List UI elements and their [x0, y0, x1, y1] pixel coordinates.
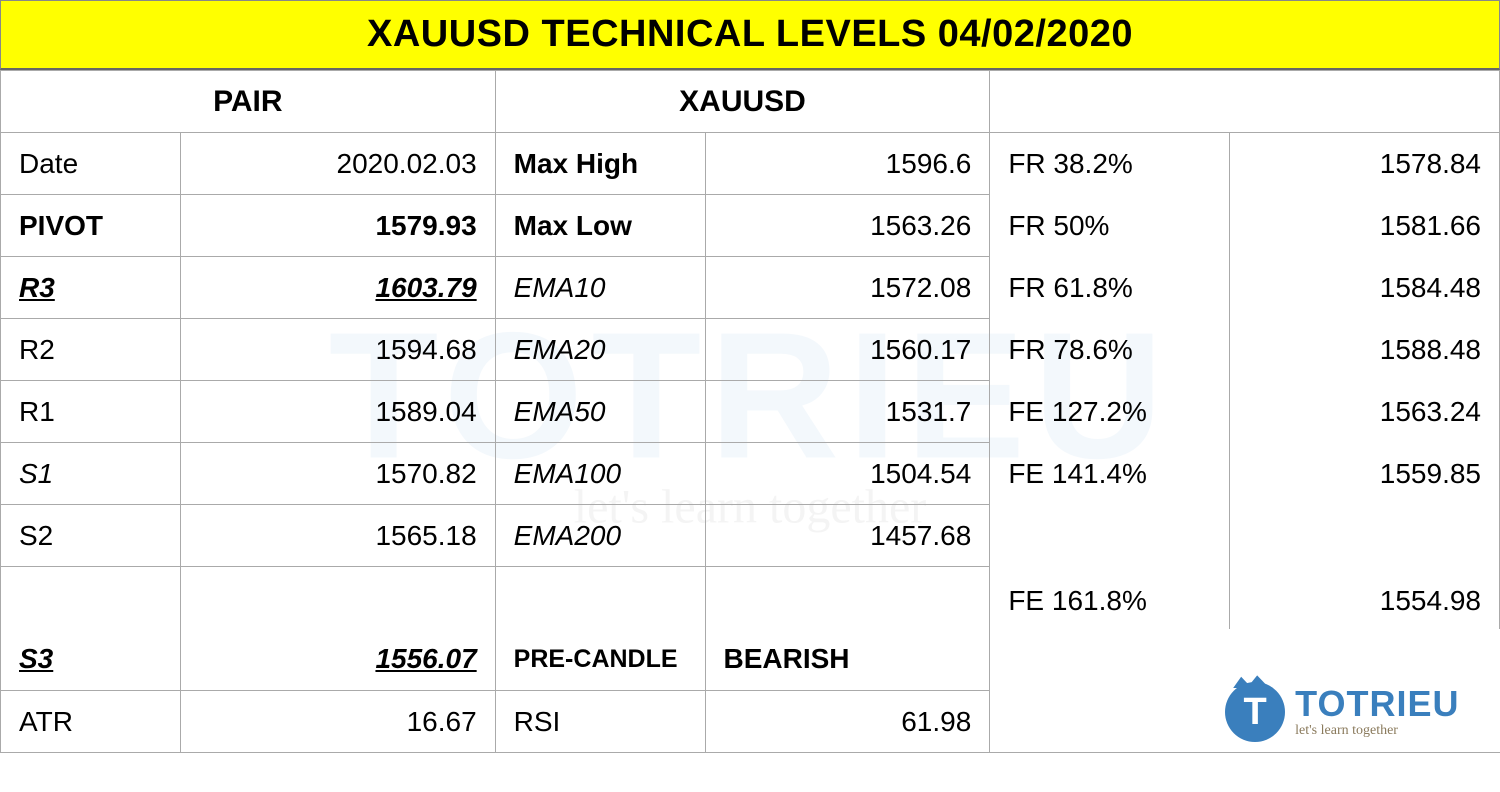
fr50-label: FR 50%: [990, 195, 1230, 257]
fe1618-value: 1554.98: [1230, 505, 1500, 629]
ema50-value: 1531.7: [705, 381, 990, 443]
s2-value: 1565.18: [180, 505, 495, 567]
page-title: XAUUSD TECHNICAL LEVELS 04/02/2020: [0, 0, 1500, 70]
maxhigh-label: Max High: [495, 133, 705, 195]
atr-value: 16.67: [180, 691, 495, 753]
logo-cell: TOTRIEU let's learn together: [990, 629, 1500, 753]
fr786-label: FR 78.6%: [990, 319, 1230, 381]
maxlow-label: Max Low: [495, 195, 705, 257]
table-row: R2 1594.68 EMA20 1560.17 FR 78.6% 1588.4…: [1, 319, 1500, 381]
header-pair: PAIR: [1, 71, 496, 133]
maxlow-value: 1563.26: [705, 195, 990, 257]
header-empty-1: [990, 71, 1230, 133]
fr618-value: 1584.48: [1230, 257, 1500, 319]
logo-sub-text: let's learn together: [1295, 724, 1459, 738]
atr-label: ATR: [1, 691, 181, 753]
spacer-m1: [495, 567, 705, 629]
header-empty-2: [1230, 71, 1500, 133]
ema200-value: 1457.68: [705, 505, 990, 567]
table-header-row: PAIR XAUUSD: [1, 71, 1500, 133]
precandle-label: PRE-CANDLE: [495, 629, 705, 691]
fr382-value: 1578.84: [1230, 133, 1500, 195]
s1-value: 1570.82: [180, 443, 495, 505]
ema20-value: 1560.17: [705, 319, 990, 381]
table-row: Date 2020.02.03 Max High 1596.6 FR 38.2%…: [1, 133, 1500, 195]
s2-label: S2: [1, 505, 181, 567]
rsi-value: 61.98: [705, 691, 990, 753]
r2-value: 1594.68: [180, 319, 495, 381]
fe1272-value: 1563.24: [1230, 381, 1500, 443]
table-row: R3 1603.79 EMA10 1572.08 FR 61.8% 1584.4…: [1, 257, 1500, 319]
table-row: S3 1556.07 PRE-CANDLE BEARISH TOTRIEU le…: [1, 629, 1500, 691]
spacer-l1: [1, 567, 181, 629]
maxhigh-value: 1596.6: [705, 133, 990, 195]
logo-badge-icon: [1225, 682, 1285, 742]
spacer-l2: [180, 567, 495, 629]
brand-logo: TOTRIEU let's learn together: [1225, 682, 1459, 742]
rsi-label: RSI: [495, 691, 705, 753]
s3-label: S3: [1, 629, 181, 691]
table-container: XAUUSD TECHNICAL LEVELS 04/02/2020 PAIR …: [0, 0, 1500, 792]
table-row: S1 1570.82 EMA100 1504.54 FE 141.4% 1559…: [1, 443, 1500, 505]
date-label: Date: [1, 133, 181, 195]
precandle-value: BEARISH: [705, 629, 990, 691]
fr618-label: FR 61.8%: [990, 257, 1230, 319]
r3-label: R3: [1, 257, 181, 319]
r3-value: 1603.79: [180, 257, 495, 319]
fr50-value: 1581.66: [1230, 195, 1500, 257]
levels-table: PAIR XAUUSD Date 2020.02.03 Max High 159…: [0, 70, 1500, 753]
ema20-label: EMA20: [495, 319, 705, 381]
ema10-label: EMA10: [495, 257, 705, 319]
ema100-value: 1504.54: [705, 443, 990, 505]
fe1414-label: FE 141.4%: [990, 443, 1230, 505]
fe1618-label: FE 161.8%: [990, 505, 1230, 629]
logo-main-text: TOTRIEU: [1295, 686, 1459, 722]
pivot-label: PIVOT: [1, 195, 181, 257]
ema100-label: EMA100: [495, 443, 705, 505]
table-row: R1 1589.04 EMA50 1531.7 FE 127.2% 1563.2…: [1, 381, 1500, 443]
ema200-label: EMA200: [495, 505, 705, 567]
r1-value: 1589.04: [180, 381, 495, 443]
header-instrument: XAUUSD: [495, 71, 990, 133]
fr382-label: FR 38.2%: [990, 133, 1230, 195]
pivot-value: 1579.93: [180, 195, 495, 257]
ema10-value: 1572.08: [705, 257, 990, 319]
r1-label: R1: [1, 381, 181, 443]
ema50-label: EMA50: [495, 381, 705, 443]
fr786-value: 1588.48: [1230, 319, 1500, 381]
s3-value: 1556.07: [180, 629, 495, 691]
s1-label: S1: [1, 443, 181, 505]
table-row: S2 1565.18 EMA200 1457.68 FE 161.8% 1554…: [1, 505, 1500, 567]
fe1272-label: FE 127.2%: [990, 381, 1230, 443]
date-value: 2020.02.03: [180, 133, 495, 195]
r2-label: R2: [1, 319, 181, 381]
spacer-m2: [705, 567, 990, 629]
table-row: PIVOT 1579.93 Max Low 1563.26 FR 50% 158…: [1, 195, 1500, 257]
fe1414-value: 1559.85: [1230, 443, 1500, 505]
